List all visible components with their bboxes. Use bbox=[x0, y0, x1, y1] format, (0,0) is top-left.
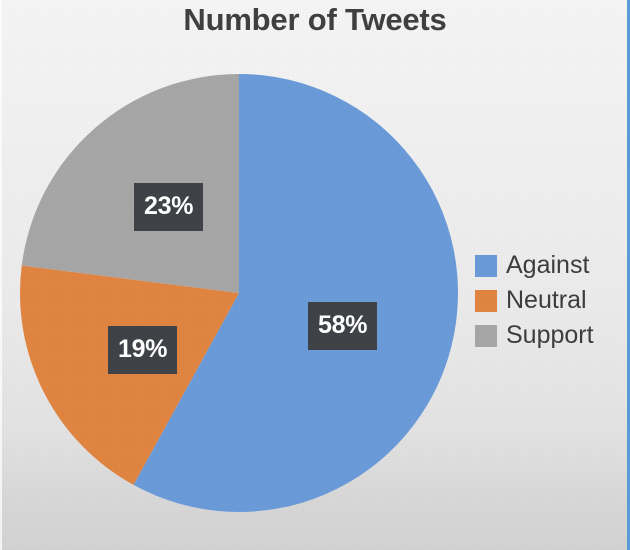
data-label-against: 58% bbox=[308, 302, 378, 350]
pie-slice-neutral[interactable] bbox=[20, 265, 240, 485]
legend-swatch-support bbox=[475, 324, 497, 347]
legend-item-against[interactable]: Against bbox=[475, 248, 625, 283]
chart-legend: Against Neutral Support bbox=[475, 248, 625, 353]
legend-label-neutral: Neutral bbox=[506, 286, 587, 314]
pie-chart-plot-area bbox=[20, 74, 458, 512]
pie-slice-support[interactable] bbox=[21, 74, 240, 293]
left-frame-line bbox=[0, 0, 2, 550]
legend-swatch-against bbox=[475, 254, 497, 277]
legend-item-support[interactable]: Support bbox=[475, 318, 625, 353]
pie-svg bbox=[20, 74, 458, 512]
legend-swatch-neutral bbox=[475, 289, 497, 312]
right-frame-line bbox=[627, 0, 630, 550]
data-label-neutral: 19% bbox=[108, 326, 178, 374]
chart-title: Number of Tweets bbox=[183, 2, 447, 37]
pie-slice-against[interactable] bbox=[133, 74, 459, 512]
data-label-support: 23% bbox=[134, 183, 204, 231]
legend-item-neutral[interactable]: Neutral bbox=[475, 283, 625, 318]
legend-label-support: Support bbox=[506, 321, 594, 349]
legend-label-against: Against bbox=[506, 251, 590, 279]
